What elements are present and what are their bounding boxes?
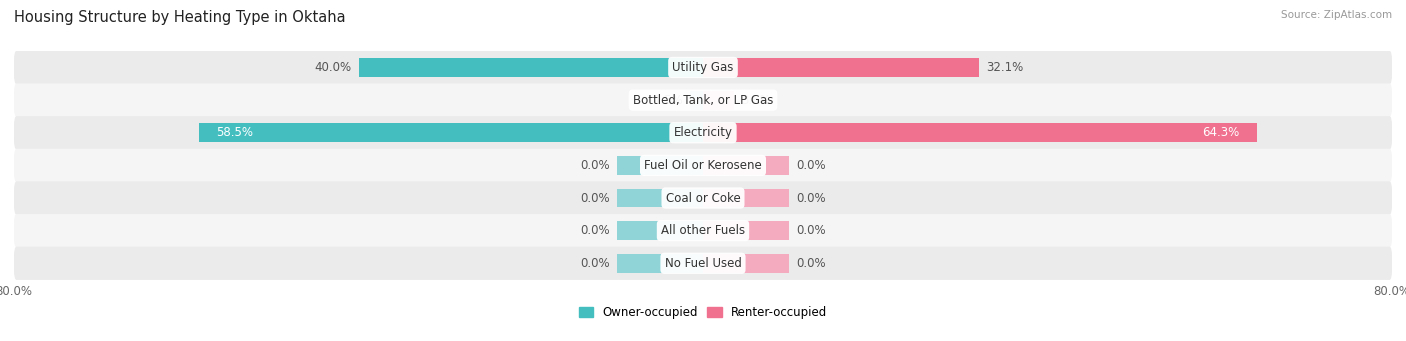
Text: Coal or Coke: Coal or Coke xyxy=(665,192,741,205)
Bar xyxy=(617,254,703,273)
Bar xyxy=(703,156,789,175)
Bar xyxy=(703,254,789,273)
Text: 32.1%: 32.1% xyxy=(987,61,1024,74)
Text: 0.0%: 0.0% xyxy=(796,192,825,205)
Text: 0.0%: 0.0% xyxy=(581,159,610,172)
Text: Electricity: Electricity xyxy=(673,126,733,139)
Text: 0.0%: 0.0% xyxy=(581,257,610,270)
FancyBboxPatch shape xyxy=(14,116,1392,149)
Bar xyxy=(200,123,703,142)
Text: 1.5%: 1.5% xyxy=(654,94,683,107)
Text: Source: ZipAtlas.com: Source: ZipAtlas.com xyxy=(1281,10,1392,20)
Text: 0.0%: 0.0% xyxy=(796,224,825,237)
Bar xyxy=(703,58,980,77)
Bar xyxy=(617,221,703,240)
Text: 64.3%: 64.3% xyxy=(1202,126,1240,139)
Bar xyxy=(617,189,703,207)
Text: 0.0%: 0.0% xyxy=(581,192,610,205)
Text: 0.0%: 0.0% xyxy=(581,224,610,237)
Text: Bottled, Tank, or LP Gas: Bottled, Tank, or LP Gas xyxy=(633,94,773,107)
Bar xyxy=(359,58,703,77)
FancyBboxPatch shape xyxy=(14,84,1392,117)
Bar xyxy=(690,91,703,109)
Text: 40.0%: 40.0% xyxy=(315,61,352,74)
Bar xyxy=(617,156,703,175)
Text: 0.0%: 0.0% xyxy=(796,159,825,172)
Bar xyxy=(703,91,734,109)
FancyBboxPatch shape xyxy=(14,247,1392,280)
Text: No Fuel Used: No Fuel Used xyxy=(665,257,741,270)
Text: 0.0%: 0.0% xyxy=(796,257,825,270)
Bar xyxy=(703,123,1257,142)
Text: Fuel Oil or Kerosene: Fuel Oil or Kerosene xyxy=(644,159,762,172)
Legend: Owner-occupied, Renter-occupied: Owner-occupied, Renter-occupied xyxy=(574,301,832,324)
Text: 58.5%: 58.5% xyxy=(217,126,253,139)
Text: Utility Gas: Utility Gas xyxy=(672,61,734,74)
Bar xyxy=(703,189,789,207)
Bar xyxy=(703,221,789,240)
Text: 3.6%: 3.6% xyxy=(741,94,770,107)
FancyBboxPatch shape xyxy=(14,51,1392,84)
Text: All other Fuels: All other Fuels xyxy=(661,224,745,237)
FancyBboxPatch shape xyxy=(14,214,1392,247)
Text: Housing Structure by Heating Type in Oktaha: Housing Structure by Heating Type in Okt… xyxy=(14,10,346,25)
FancyBboxPatch shape xyxy=(14,181,1392,215)
FancyBboxPatch shape xyxy=(14,149,1392,182)
